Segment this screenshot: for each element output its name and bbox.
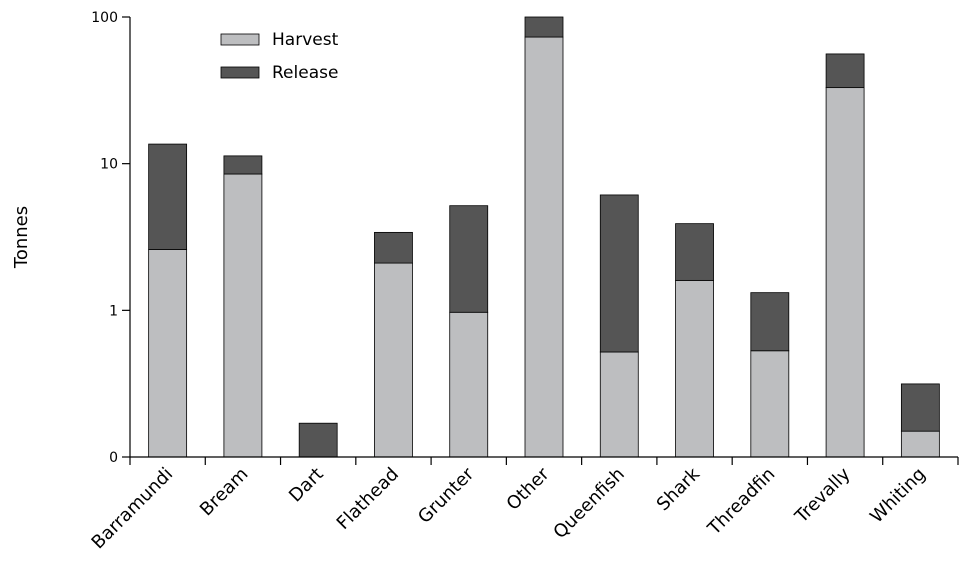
bar-harvest-threadfin [750,350,790,458]
legend: Harvest Release [220,30,339,83]
bar-harvest-grunter [449,311,489,458]
bar-release-whiting [900,383,940,432]
bar-release-bream [223,155,263,175]
x-tick-label: Barramundi [88,464,178,554]
bars-group [148,16,940,458]
y-tick-label: 100 [91,10,118,26]
x-tick-label: Dart [285,464,328,507]
legend-label-release: Release [272,63,338,83]
bar-harvest-shark [675,279,714,458]
x-tick-label: Whiting [866,464,930,528]
x-tick-label: Queenfish [549,464,628,543]
bar-release-trevally [825,53,865,89]
bar-release-other [524,16,564,38]
x-tick-label: Grunter [414,463,479,528]
x-tick-label: Other [503,463,554,514]
x-tick-label: Threadfin [703,464,779,540]
bar-harvest-bream [223,173,263,458]
bar-release-queenfish [599,194,639,353]
x-tick-label: Shark [653,463,705,515]
bar-harvest-whiting [900,430,940,458]
bar-release-threadfin [750,292,790,352]
bar-release-shark [675,223,714,281]
bar-harvest-barramundi [148,249,188,458]
y-tick-label: 10 [100,157,118,173]
y-axis-title: Tonnes [11,206,32,269]
legend-swatch-harvest [220,33,260,46]
bar-harvest-trevally [825,87,865,458]
bar-release-grunter [449,205,489,313]
bar-harvest-flathead [374,262,413,458]
legend-swatch-release [220,66,260,79]
bar-release-flathead [374,231,413,264]
y-tick-label: 1 [109,303,118,319]
x-tick-label: Flathead [333,464,403,534]
y-tick-label: 0 [109,450,118,466]
bar-harvest-other [524,36,564,458]
x-tick-label: Bream [196,464,253,521]
x-tick-label: Trevally [790,463,854,527]
bar-release-barramundi [148,143,188,250]
bar-harvest-queenfish [599,351,639,458]
legend-label-harvest: Harvest [272,30,339,50]
bar-release-dart [298,422,338,458]
